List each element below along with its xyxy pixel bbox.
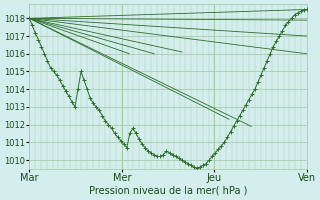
X-axis label: Pression niveau de la mer( hPa ): Pression niveau de la mer( hPa ) [89, 186, 247, 196]
